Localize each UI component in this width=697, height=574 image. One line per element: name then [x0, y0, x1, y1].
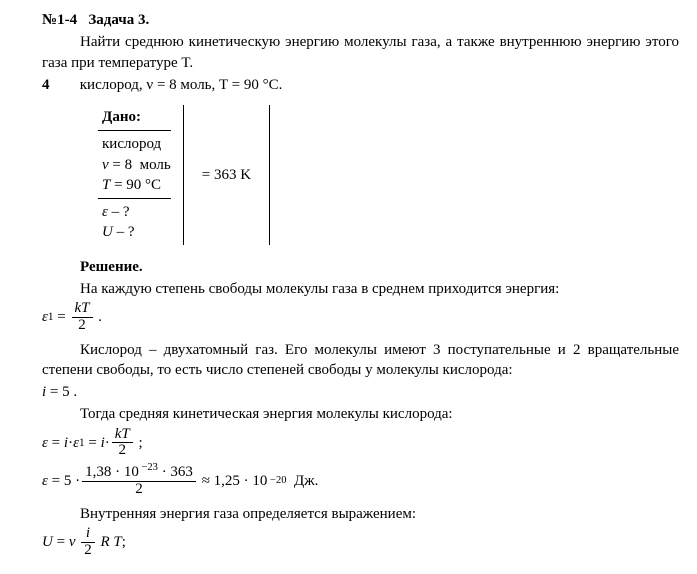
given-title: Дано:: [98, 107, 171, 131]
variant-number: 4: [42, 75, 76, 95]
unknown-1: ε – ?: [102, 202, 171, 222]
given-unknowns: ε – ? U – ?: [98, 199, 171, 243]
given-conversion: = 363 K: [184, 105, 270, 245]
equation-4: ε = 5 · 1,38 · 10 −23 · 363 2 ≈ 1,25 · 1…: [42, 465, 679, 498]
eq1-den: 2: [72, 318, 93, 334]
solution-s3: Тогда средняя кинетическая энергия молек…: [42, 404, 679, 424]
task-label: Задача 3.: [88, 12, 149, 28]
conversion-text: = 363 K: [202, 165, 251, 185]
eq5-num: i: [81, 526, 95, 543]
equation-1: ε1 = kT 2 .: [42, 301, 679, 334]
given-line-1: кислород: [102, 134, 171, 154]
eq5-den: 2: [81, 543, 95, 559]
solution-s2: Кислород – двухатомный газ. Его молекулы…: [42, 340, 679, 381]
problem-number: №1-4: [42, 12, 77, 28]
equation-2: i = 5 .: [42, 382, 679, 402]
given-body: кислород ν = 8 моль T = 90 °C: [98, 134, 171, 199]
given-line-2: ν = 8 моль: [102, 155, 171, 175]
eq1-fraction: kT 2: [72, 301, 93, 334]
header-line: №1-4 Задача 3.: [42, 10, 679, 30]
eq3-den: 2: [112, 443, 133, 459]
eq5-fraction: i 2: [81, 526, 95, 559]
given-left: Дано: кислород ν = 8 моль T = 90 °C ε – …: [98, 105, 184, 245]
solution-s4: Внутренняя энергия газа определяется выр…: [42, 504, 679, 524]
given-line-3: T = 90 °C: [102, 175, 171, 195]
prompt-text: Найти среднюю кинетическую энергию молек…: [42, 32, 679, 73]
eq3-num: kT: [112, 427, 133, 444]
variant-line: 4 кислород, ν = 8 моль, T = 90 °C.: [42, 75, 679, 95]
given-block: Дано: кислород ν = 8 моль T = 90 °C ε – …: [98, 105, 679, 245]
variant-params: кислород, ν = 8 моль, T = 90 °C.: [80, 77, 283, 93]
equation-5: U = ν i 2 R T ;: [42, 526, 679, 559]
eq4-num: 1,38 · 10 −23 · 363: [82, 465, 196, 482]
eq4-fraction: 1,38 · 10 −23 · 363 2: [82, 465, 196, 498]
eq4-den: 2: [82, 482, 196, 498]
solution-title: Решение.: [42, 257, 679, 277]
solution-s1: На каждую степень свободы молекулы газа …: [42, 279, 679, 299]
equation-3: ε = i · ε1 = i · kT 2 ;: [42, 427, 679, 460]
unknown-2: U – ?: [102, 222, 171, 242]
eq1-num: kT: [72, 301, 93, 318]
eq3-fraction: kT 2: [112, 427, 133, 460]
